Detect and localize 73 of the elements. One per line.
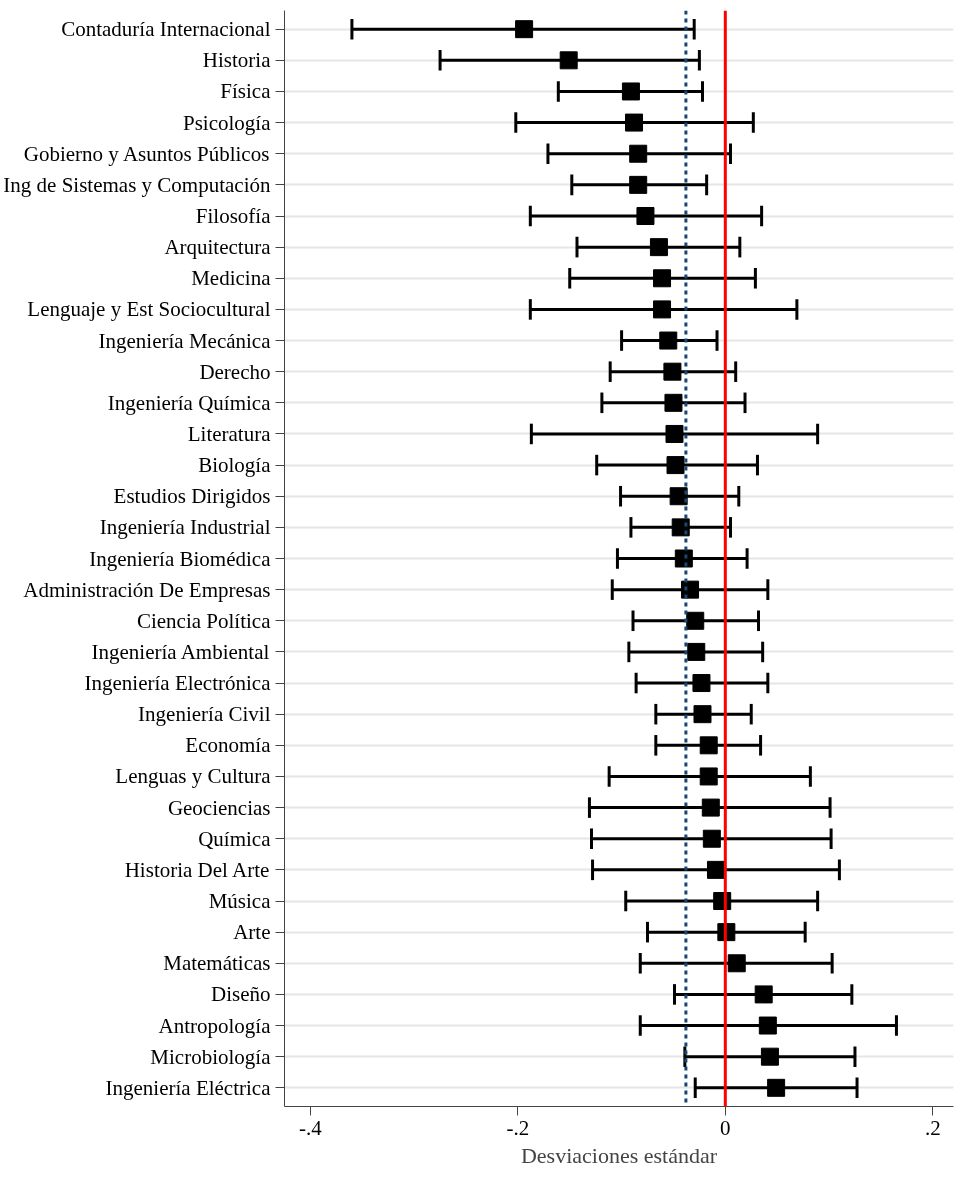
point [559, 51, 578, 70]
y-tick-label: Física [220, 79, 272, 104]
y-tick-label: Economía [185, 733, 272, 758]
point [702, 829, 721, 848]
y-tick-label: Biología [198, 453, 272, 478]
point [727, 954, 746, 973]
point [687, 642, 706, 661]
y-tick-label: Ingeniería Química [107, 390, 272, 415]
y-tick-label: Historia [202, 48, 272, 73]
y-tick-label: Música [208, 889, 272, 913]
y-tick-label: Contaduría Internacional [61, 17, 271, 42]
y-tick-label: Historia Del Arte [124, 857, 270, 882]
y-tick-label: Ingeniería Industrial [99, 515, 271, 540]
point [692, 674, 711, 693]
point [671, 518, 690, 537]
y-tick-label: Gobierno y Asuntos Públicos [23, 141, 270, 166]
y-tick-label: Arte [233, 920, 271, 945]
point [649, 238, 668, 257]
y-tick-label: Ingeniería Civil [138, 702, 271, 727]
point [515, 20, 534, 39]
y-tick-label: Ing de Sistemas y Computación [3, 172, 271, 197]
y-tick-label: Ingeniería Ambiental [91, 639, 270, 664]
y-tick-label: Microbiología [150, 1044, 272, 1069]
x-axis-title: Desviaciones estándar [520, 1142, 718, 1168]
point [629, 144, 648, 163]
point [674, 549, 693, 568]
y-tick-label: Geociencias [167, 795, 271, 820]
point [664, 393, 683, 412]
point [693, 705, 712, 724]
y-tick-label: Administración De Empresas [23, 577, 271, 602]
y-tick-label: Lenguas y Cultura [115, 764, 272, 789]
y-tick-label: Derecho [199, 359, 271, 384]
y-tick-label: Estudios Dirigidos [113, 484, 271, 509]
x-tick-label: .2 [924, 1115, 941, 1140]
point [699, 767, 718, 786]
point [758, 1016, 777, 1035]
point [653, 300, 672, 319]
y-tick-label: Medicina [191, 266, 272, 291]
point [699, 736, 718, 755]
point [621, 82, 640, 101]
x-tick-label: -.4 [299, 1115, 323, 1140]
point [663, 362, 682, 381]
y-tick-label: Química [198, 826, 272, 851]
point [653, 269, 672, 288]
point [701, 798, 720, 817]
point [760, 1047, 779, 1066]
point [754, 985, 773, 1004]
y-tick-label: Filosofía [195, 204, 272, 228]
y-tick-label: Matemáticas [163, 951, 271, 976]
y-tick-label: Ciencia Política [136, 608, 272, 633]
y-tick-label: Ingeniería Eléctrica [105, 1075, 272, 1100]
point [625, 113, 644, 132]
point [681, 580, 700, 599]
point [659, 331, 678, 350]
y-tick-label: Diseño [211, 982, 271, 1007]
point [706, 860, 725, 879]
y-tick-label: Arquitectura [164, 235, 272, 260]
point [665, 424, 684, 443]
y-tick-label: Literatura [187, 421, 272, 446]
y-tick-label: Psicología [183, 110, 272, 135]
point [629, 175, 648, 194]
point [686, 611, 705, 630]
point [767, 1078, 786, 1097]
x-tick-label: -.2 [506, 1115, 530, 1140]
y-tick-label: Ingeniería Biomédica [89, 546, 272, 571]
y-tick-label: Ingeniería Electrónica [84, 671, 272, 696]
point [669, 487, 688, 506]
y-tick-label: Antropología [158, 1013, 272, 1038]
point [666, 456, 685, 475]
x-tick-label: 0 [720, 1115, 731, 1140]
point [636, 207, 655, 225]
y-tick-label: Lenguaje y Est Sociocultural [27, 297, 271, 322]
y-tick-label: Ingeniería Mecánica [98, 328, 272, 353]
